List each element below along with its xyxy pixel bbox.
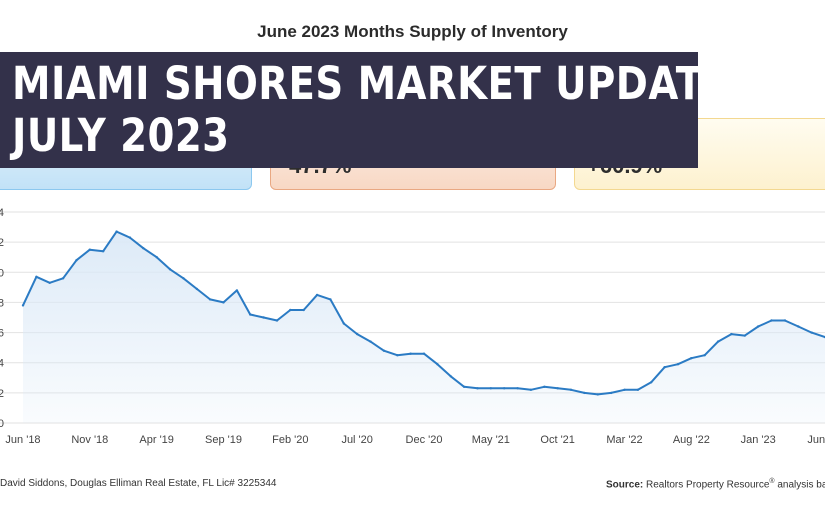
data-point: [810, 331, 813, 334]
x-tick-label: Jan '23: [741, 434, 776, 446]
data-point: [48, 281, 51, 284]
banner-title: MIAMI SHORES MARKET UPDATE: [12, 57, 730, 110]
data-point: [556, 387, 559, 390]
data-point: [182, 277, 185, 280]
data-point: [262, 316, 265, 319]
data-point: [703, 354, 706, 357]
data-point: [302, 308, 305, 312]
data-point: [195, 287, 198, 291]
data-point: [623, 388, 626, 391]
data-point: [342, 322, 345, 325]
data-point: [596, 393, 599, 396]
data-point: [369, 340, 372, 343]
data-point: [503, 387, 506, 390]
x-tick-label: Aug '22: [673, 434, 710, 446]
data-point: [529, 388, 533, 391]
source-text: Realtors Property Resource: [646, 479, 770, 491]
data-point: [208, 298, 212, 301]
y-tick-label: 8: [0, 297, 4, 309]
x-tick-label: Mar '22: [606, 434, 642, 446]
data-point: [115, 230, 118, 233]
data-point: [422, 352, 426, 355]
data-point: [356, 332, 359, 336]
x-tick-label: Nov '18: [71, 434, 108, 446]
x-tick-label: Sep '19: [205, 434, 242, 446]
data-point: [75, 259, 78, 262]
data-point: [235, 289, 239, 292]
data-point: [382, 349, 386, 352]
data-point: [650, 381, 653, 384]
data-point: [543, 385, 546, 388]
data-point: [783, 319, 787, 322]
data-point: [155, 256, 158, 259]
data-point: [128, 236, 132, 239]
data-point: [609, 391, 613, 395]
data-point: [770, 319, 773, 322]
data-point: [569, 388, 573, 391]
y-tick-label: 12: [0, 237, 4, 249]
months-supply-chart: 0 2 4 6 8 10 12 14 Jun '18 Nov '18 Apr '19 Sep '19 F…: [0, 207, 825, 446]
data-point: [797, 325, 800, 328]
data-point: [289, 308, 292, 312]
source-note: Source: Realtors Property Resource® anal…: [606, 478, 825, 490]
data-point: [142, 247, 145, 250]
chart-title: June 2023 Months Supply of Inventory: [257, 22, 568, 41]
agent-credit: David Siddons, Douglas Elliman Real Esta…: [0, 478, 277, 489]
y-tick-label: 4: [0, 358, 4, 370]
data-point: [61, 277, 65, 280]
y-tick-label: 6: [0, 328, 4, 340]
data-point: [409, 352, 412, 355]
data-point: [730, 332, 733, 336]
data-point: [21, 304, 25, 307]
source-label: Source:: [606, 479, 644, 491]
y-tick-label: 2: [0, 388, 4, 400]
data-point: [743, 334, 746, 337]
data-point: [35, 275, 38, 278]
data-point: [462, 385, 466, 388]
data-point: [436, 363, 439, 366]
data-point: [757, 325, 760, 328]
data-point: [329, 298, 332, 301]
data-point: [315, 293, 319, 297]
data-point: [476, 387, 479, 390]
source-tail: analysis base: [777, 479, 825, 491]
data-point: [489, 387, 492, 390]
data-point: [168, 268, 172, 271]
x-tick-label: Jul '20: [341, 434, 372, 446]
x-tick-label: Dec '20: [406, 434, 443, 446]
x-tick-label: Jun '23: [807, 434, 825, 446]
banner-subtitle: JULY 2023: [12, 109, 230, 162]
data-point: [449, 375, 452, 378]
data-point: [249, 313, 252, 316]
x-tick-label: Jun '18: [5, 434, 40, 446]
data-point: [690, 357, 693, 360]
y-tick-label: 10: [0, 267, 4, 279]
x-tick-label: Oct '21: [540, 434, 575, 446]
data-point: [636, 388, 640, 391]
market-update-banner: MIAMI SHORES MARKET UPDATE JULY 2023: [0, 52, 730, 168]
data-point: [516, 387, 519, 390]
data-point: [275, 319, 279, 322]
y-tick-label: 0: [0, 418, 4, 430]
data-point: [663, 366, 666, 369]
x-tick-label: Apr '19: [139, 434, 174, 446]
y-tick-label: 14: [0, 207, 4, 219]
data-point: [716, 340, 720, 343]
data-point: [583, 391, 586, 395]
x-tick-label: May '21: [472, 434, 510, 446]
x-tick-label: Feb '20: [272, 434, 308, 446]
data-point: [88, 248, 92, 251]
registered-mark: ®: [769, 478, 775, 485]
data-point: [222, 301, 225, 304]
data-point: [102, 250, 105, 253]
area-fill: [23, 231, 825, 423]
data-point: [396, 354, 399, 357]
data-point: [676, 363, 680, 366]
